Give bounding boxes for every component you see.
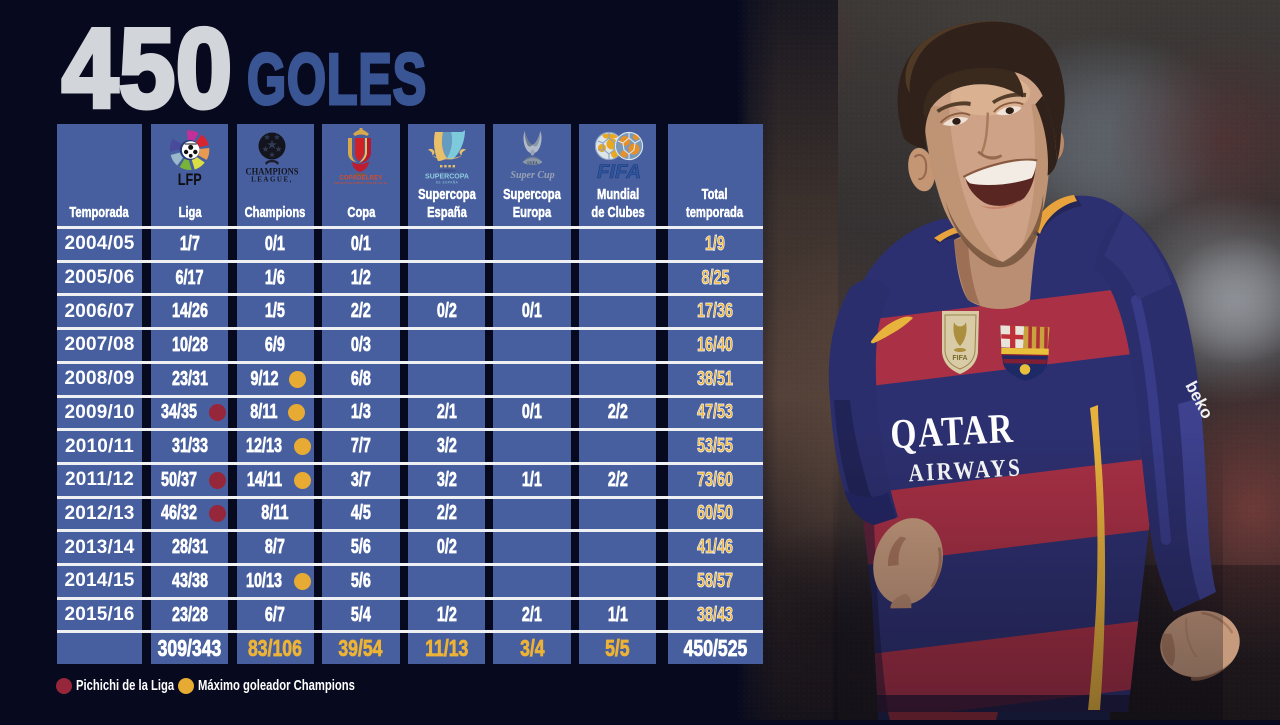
svg-text:CAMPEONATO DE ESPANA COPA DE S: CAMPEONATO DE ESPANA COPA DE S.M. EL REY bbox=[334, 181, 388, 185]
svg-text:LFP: LFP bbox=[178, 170, 202, 188]
svg-text:UEFA: UEFA bbox=[527, 161, 538, 166]
svg-text:FIFA: FIFA bbox=[952, 355, 967, 362]
svg-text:COPADELREY: COPADELREY bbox=[339, 176, 382, 182]
svg-text:Super Cup: Super Cup bbox=[510, 170, 554, 181]
svg-text:CHAMPIONS: CHAMPIONS bbox=[246, 168, 299, 178]
svg-text:FIFA: FIFA bbox=[597, 162, 641, 183]
svg-text:DE ESPAÑA: DE ESPAÑA bbox=[436, 180, 459, 185]
svg-text:SUPERCOPA: SUPERCOPA bbox=[425, 172, 470, 181]
svg-text:LEAGUE,: LEAGUE, bbox=[251, 176, 293, 184]
